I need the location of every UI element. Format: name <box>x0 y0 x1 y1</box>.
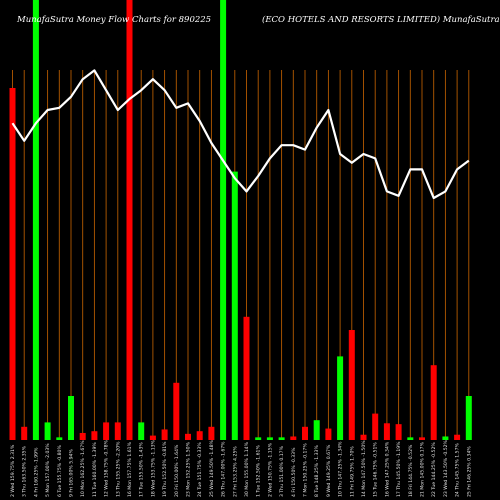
bar <box>161 429 168 440</box>
price-line <box>11 69 470 200</box>
x-tick-label: 26 Thu 147.00% -1.67% <box>221 441 227 497</box>
x-tick-label: 20 Fri 150.00% -1.64% <box>174 444 180 497</box>
x-tick-label: 2 Wed 150.75% -1.15% <box>267 442 273 497</box>
bar <box>68 396 74 440</box>
x-tick-label: 14 Mon 147.50% -1.50% <box>361 440 367 497</box>
bar <box>313 420 320 440</box>
x-tick-label: 30 Mon 155.00% 1.14% <box>244 441 250 497</box>
x-tick-label: 12 Wed 158.75% -0.78% <box>104 439 110 497</box>
bar <box>243 316 250 440</box>
x-tick-label: 11 Tue 160.00% -1.39% <box>92 442 98 497</box>
x-tick-label: 25 Wed 149.50% -1.48% <box>209 439 215 497</box>
bar <box>114 422 121 440</box>
chart-title-left: MunafaSutra Money Flow Charts for 890225 <box>16 15 211 25</box>
bar <box>9 88 16 440</box>
bar <box>173 382 180 440</box>
x-tick-label: 16 Wed 147.25% 0.34% <box>384 441 390 497</box>
grid-lines <box>12 70 470 440</box>
bar <box>208 426 215 440</box>
x-tick-label: 23 Mon 152.25% 1.50% <box>186 441 192 497</box>
bar <box>138 422 145 440</box>
bar <box>419 437 425 440</box>
chart-title-right: (ECO HOTELS AND RESORTS LIMITED) MunafaS… <box>262 14 500 25</box>
price-line-layer <box>11 69 470 200</box>
x-tick-label: 4 Fri 160.25% -1.99% <box>33 447 39 497</box>
bar <box>383 423 390 440</box>
x-tick-label: 17 Thu 145.50% -1.19% <box>396 441 402 497</box>
bar <box>79 432 86 440</box>
x-tick-label: 18 Fri 144.75% -0.52% <box>408 444 414 497</box>
x-tick-label: 17 Tue 155.50% -1.43% <box>139 442 145 497</box>
x-tick-label: 11 Fri 149.75% 1.70% <box>349 446 355 497</box>
bar <box>126 0 133 440</box>
bar <box>337 356 344 440</box>
bar <box>465 396 472 440</box>
x-tick-label: 22 Tue 144.25% -0.52% <box>431 442 437 497</box>
x-tick-label: 9 Fri 165.00% 5.94% <box>69 449 75 497</box>
bars <box>9 0 472 440</box>
bar <box>149 435 156 440</box>
x-tick-label: 21 Mon 145.00% 0.17% <box>420 441 426 497</box>
x-tick-label: 25 Fri 146.25% 0.34% <box>466 446 472 497</box>
x-tick-label: 16 Mon 157.75% 1.61% <box>127 441 133 497</box>
x-tick-label: 19 Thu 152.50% -0.81% <box>162 441 168 497</box>
x-tick-label: 4 Fri 150.50% -0.33% <box>291 447 297 497</box>
bar <box>407 437 414 440</box>
x-tick-labels: 2 Wed 159.75% 2.31% 3 Thu 163.50% 2.35% 4 … <box>10 439 472 497</box>
bar <box>395 424 402 440</box>
bar <box>231 171 238 440</box>
x-tick-label: 1 Tue 152.50% -1.61% <box>256 445 262 497</box>
bar <box>278 437 285 440</box>
x-tick-label: 10 Mon 162.25% -1.67% <box>80 440 86 497</box>
bar <box>442 436 449 440</box>
bar <box>21 426 28 440</box>
x-tick-label: 3 Thu 163.50% 2.35% <box>22 445 28 497</box>
bar <box>372 413 379 440</box>
x-tick-label: 2 Wed 159.75% 2.31% <box>10 444 16 497</box>
bar <box>302 426 308 440</box>
bar <box>32 0 39 440</box>
x-tick-label: 13 Thu 155.25% -2.20% <box>115 441 121 497</box>
bar <box>454 434 461 440</box>
x-tick-label: 18 Wed 153.75% -1.13% <box>150 439 156 497</box>
x-tick-label: 23 Wed 143.50% -0.52% <box>443 439 449 497</box>
bar <box>185 433 191 440</box>
bar <box>348 330 355 440</box>
x-tick-label: 10 Thu 147.25% -1.34% <box>338 441 344 497</box>
x-tick-label: 15 Tue 146.75% -0.51% <box>373 442 379 497</box>
x-tick-label: 3 Thu 151.00% 0.17% <box>279 445 285 497</box>
bar <box>196 431 203 440</box>
bar <box>255 437 262 440</box>
x-tick-label: 9 Wed 149.25% 0.67% <box>326 444 332 497</box>
x-tick-label: 6 Tue 155.75% -0.80% <box>57 445 63 497</box>
bar <box>44 422 51 440</box>
bar <box>360 434 367 440</box>
bar <box>430 365 437 440</box>
bar <box>56 437 63 440</box>
x-tick-label: 8 Tue 148.25% -1.33% <box>314 445 320 497</box>
x-tick-label: 24 Thu 145.75% 1.57% <box>455 442 461 497</box>
x-tick-label: 5 Mon 157.00% -2.03% <box>45 443 51 497</box>
bar <box>103 422 110 440</box>
bar <box>220 0 227 440</box>
x-tick-label: 7 Mon 150.25% -0.17% <box>303 443 309 497</box>
bar <box>325 428 332 440</box>
bar <box>290 436 297 440</box>
bar <box>266 437 273 440</box>
x-tick-label: 27 Fri 153.25% 4.25% <box>232 446 238 497</box>
x-tick-label: 24 Tue 151.75% -0.33% <box>197 442 203 497</box>
bar <box>91 431 98 440</box>
